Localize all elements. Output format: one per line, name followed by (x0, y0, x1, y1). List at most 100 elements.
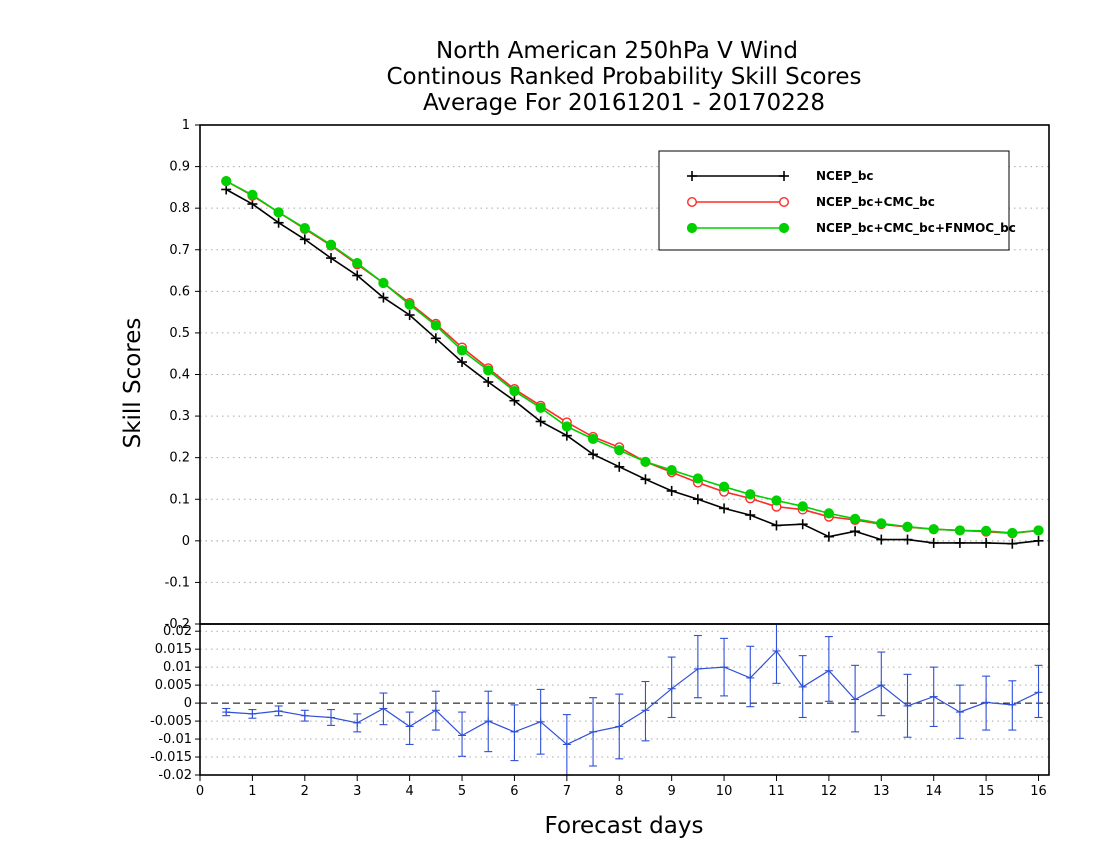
y-tick-label: 0.2 (169, 451, 190, 466)
plus-marker (746, 673, 755, 682)
series-difference (222, 623, 1043, 776)
plus-marker (902, 534, 913, 545)
plus-marker (641, 706, 650, 715)
plus-marker (431, 706, 440, 715)
plus-marker (771, 520, 782, 531)
y-tick-label: 0.1 (169, 492, 190, 507)
filled-circle-marker (352, 257, 363, 269)
plus-marker (823, 531, 834, 542)
legend-entry: NCEP_bc+CMC_bc+FNMOC_bc (686, 221, 1016, 236)
plus-marker (378, 292, 389, 303)
legend-entry: NCEP_bc (687, 169, 874, 184)
plus-marker (614, 461, 625, 472)
plus-marker (745, 510, 756, 521)
y-tick-label: 0 (184, 696, 192, 711)
plus-marker (457, 357, 468, 368)
plus-marker (876, 534, 887, 545)
plus-marker (903, 701, 912, 710)
plus-marker (667, 684, 676, 693)
legend-label: NCEP_bc+CMC_bc+FNMOC_bc (816, 221, 1016, 236)
series-ncep-bc-cmc-bc-fnmoc-bc (221, 176, 1044, 539)
top-panel-y-ticks: -0.2 -0.1 0 0.1 0.2 0.3 0.4 0.5 0.6 0.7 0.8 0.9 1 (165, 118, 200, 632)
filled-circle-marker (823, 508, 834, 519)
plus-marker (352, 270, 363, 281)
bottom-panel-y-ticks: -0.02 -0.015 -0.01 -0.005 0 0.005 0.01 0.015 0.0… (150, 624, 200, 783)
filled-circle-marker (771, 495, 782, 506)
plus-marker (379, 704, 388, 713)
y-tick-label: 0.8 (169, 201, 190, 216)
bottom-panel-series (222, 623, 1043, 776)
plus-marker (509, 395, 520, 406)
plus-marker (299, 234, 310, 245)
filled-circle-marker (325, 239, 337, 250)
series-line (226, 650, 1039, 746)
title-line-3: Average For 20161201 - 20170228 (423, 90, 825, 116)
chart-title: North American 250hPa V Wind Continous R… (386, 38, 861, 116)
plus-marker (772, 646, 781, 655)
filled-circle-marker (954, 525, 966, 536)
plus-marker (353, 718, 362, 727)
top-panel-grid (200, 166, 1049, 583)
title-line-2: Continous Ranked Probability Skill Score… (386, 64, 861, 90)
plus-marker (458, 731, 467, 740)
x-tick-label: 7 (563, 784, 571, 799)
filled-circle-marker (587, 433, 599, 445)
bottom-panel-frame (199, 623, 1050, 776)
x-axis-ticks: 0 1 2 3 4 5 6 7 8 9 10 11 12 13 14 15 16 (196, 775, 1047, 799)
x-axis-label: Forecast days (545, 813, 704, 839)
filled-circle-marker (299, 223, 310, 234)
plus-marker (327, 713, 336, 722)
y-tick-label: 0.005 (155, 678, 192, 693)
y-tick-label: 0.7 (169, 243, 190, 258)
plus-marker (405, 722, 414, 731)
filled-circle-marker (378, 277, 389, 289)
x-tick-label: 10 (716, 784, 733, 799)
filled-circle-marker (614, 445, 625, 456)
plus-marker (851, 695, 860, 704)
x-tick-label: 1 (248, 784, 256, 799)
y-tick-label: 0.02 (163, 624, 192, 639)
plus-marker (430, 333, 441, 344)
plus-marker (589, 727, 598, 736)
plus-marker (326, 253, 337, 264)
filled-circle-marker (849, 513, 861, 524)
filled-circle-marker (981, 525, 992, 536)
x-tick-label: 9 (668, 784, 676, 799)
filled-circle-marker (404, 299, 415, 310)
top-panel-series (221, 176, 1044, 549)
plus-marker (954, 537, 965, 548)
bottom-panel-grid (200, 630, 1049, 776)
filled-circle-marker (928, 524, 939, 535)
open-circle-marker (779, 196, 790, 207)
y-tick-label: 0.01 (163, 660, 192, 675)
y-tick-label: 0.5 (169, 326, 190, 341)
x-tick-label: 11 (768, 784, 785, 799)
plus-marker (877, 681, 886, 690)
plus-marker (615, 722, 624, 731)
x-tick-label: 6 (510, 784, 518, 799)
filled-circle-marker (902, 521, 913, 532)
plus-marker (222, 708, 231, 717)
filled-circle-marker (509, 386, 520, 397)
plus-marker (850, 526, 861, 537)
plus-marker (928, 537, 939, 548)
plus-marker (404, 310, 415, 321)
plus-marker (929, 692, 938, 701)
plus-marker (719, 503, 730, 514)
plus-marker (693, 664, 702, 673)
plus-marker (273, 217, 284, 228)
plus-marker (535, 416, 546, 427)
plus-marker (588, 449, 599, 460)
plus-marker (955, 708, 964, 717)
filled-circle-marker (640, 456, 651, 467)
legend-entry: NCEP_bc+CMC_bc (687, 195, 935, 210)
plus-marker (640, 474, 651, 485)
x-tick-label: 0 (196, 784, 204, 799)
x-tick-label: 13 (873, 784, 890, 799)
filled-circle-marker (686, 222, 698, 234)
filled-circle-marker (1033, 525, 1044, 536)
plus-marker (1008, 700, 1017, 709)
y-tick-label: -0.015 (150, 750, 192, 765)
y-tick-label: 0.015 (155, 642, 192, 657)
legend-box (658, 150, 1010, 251)
